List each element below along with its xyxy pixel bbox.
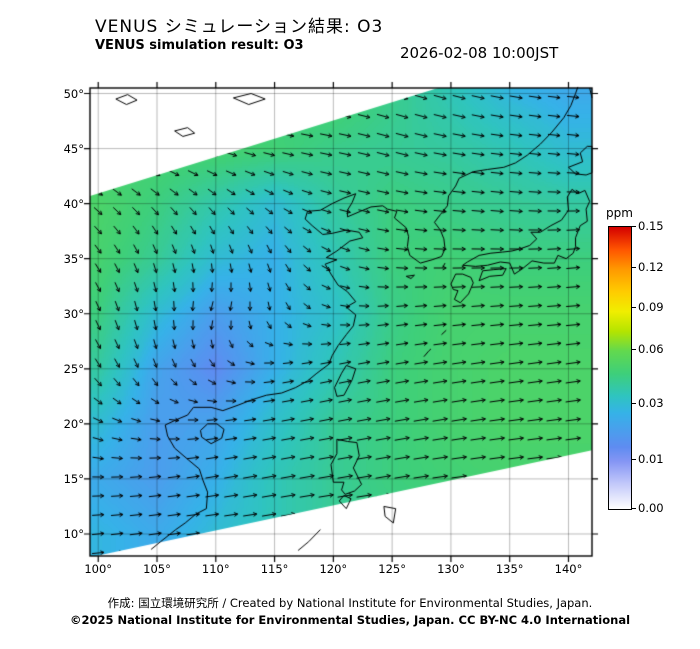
- colorbar-tick-mark: [631, 348, 636, 350]
- timestamp: 2026-02-08 10:00JST: [400, 44, 559, 62]
- y-axis-tick-label: 45°: [63, 141, 84, 156]
- colorbar-tick-label: 0.00: [638, 501, 664, 515]
- x-axis-tick-label: 140°: [554, 562, 583, 576]
- y-axis-tick-label: 20°: [63, 416, 84, 431]
- colorbar-gradient: [608, 226, 632, 510]
- colorbar-tick-mark: [631, 307, 636, 309]
- x-axis-tick-label: 105°: [143, 562, 171, 576]
- y-axis-tick-label: 40°: [63, 196, 84, 211]
- y-axis-tick-label: 50°: [63, 86, 84, 101]
- x-axis-tick-label: 135°: [495, 562, 524, 576]
- colorbar-tick-label: 0.09: [638, 300, 664, 315]
- x-axis-tick-label: 115°: [260, 562, 289, 576]
- y-axis-tick-label: 10°: [63, 526, 84, 541]
- colorbar-tick-label: 0.01: [638, 451, 664, 466]
- x-axis-tick-label: 110°: [201, 562, 230, 576]
- colorbar-tick-label: 0.15: [638, 219, 664, 233]
- y-axis-tick-label: 25°: [63, 361, 84, 376]
- x-axis-tick-label: 100°: [84, 562, 113, 576]
- colorbar-tick-label: 0.06: [638, 341, 664, 356]
- colorbar-unit-label: ppm: [606, 206, 633, 220]
- page-title-japanese: VENUS シミュレーション結果: O3: [95, 17, 384, 37]
- y-axis-tick-label: 15°: [63, 471, 84, 486]
- credit-line: 作成: 国立環境研究所 / Created by National Instit…: [107, 596, 593, 610]
- y-axis-tick-label: 30°: [63, 306, 84, 321]
- x-axis-tick-label: 120°: [319, 562, 348, 576]
- x-axis-tick-label: 125°: [378, 562, 406, 576]
- colorbar-tick-mark: [631, 267, 636, 269]
- page-title-english: VENUS simulation result: O3: [95, 38, 304, 53]
- colorbar-tick-mark: [631, 508, 636, 509]
- x-axis-tick-label: 130°: [437, 562, 465, 576]
- colorbar-tick-label: 0.03: [638, 396, 664, 411]
- colorbar-tick-label: 0.12: [638, 260, 664, 275]
- copyright-line: ©2025 National Institute for Environment…: [69, 613, 631, 627]
- colorbar-tick-mark: [631, 226, 636, 227]
- colorbar-tick-mark: [631, 458, 636, 460]
- colorbar-tick-mark: [631, 403, 636, 405]
- y-axis-tick-label: 35°: [63, 251, 84, 266]
